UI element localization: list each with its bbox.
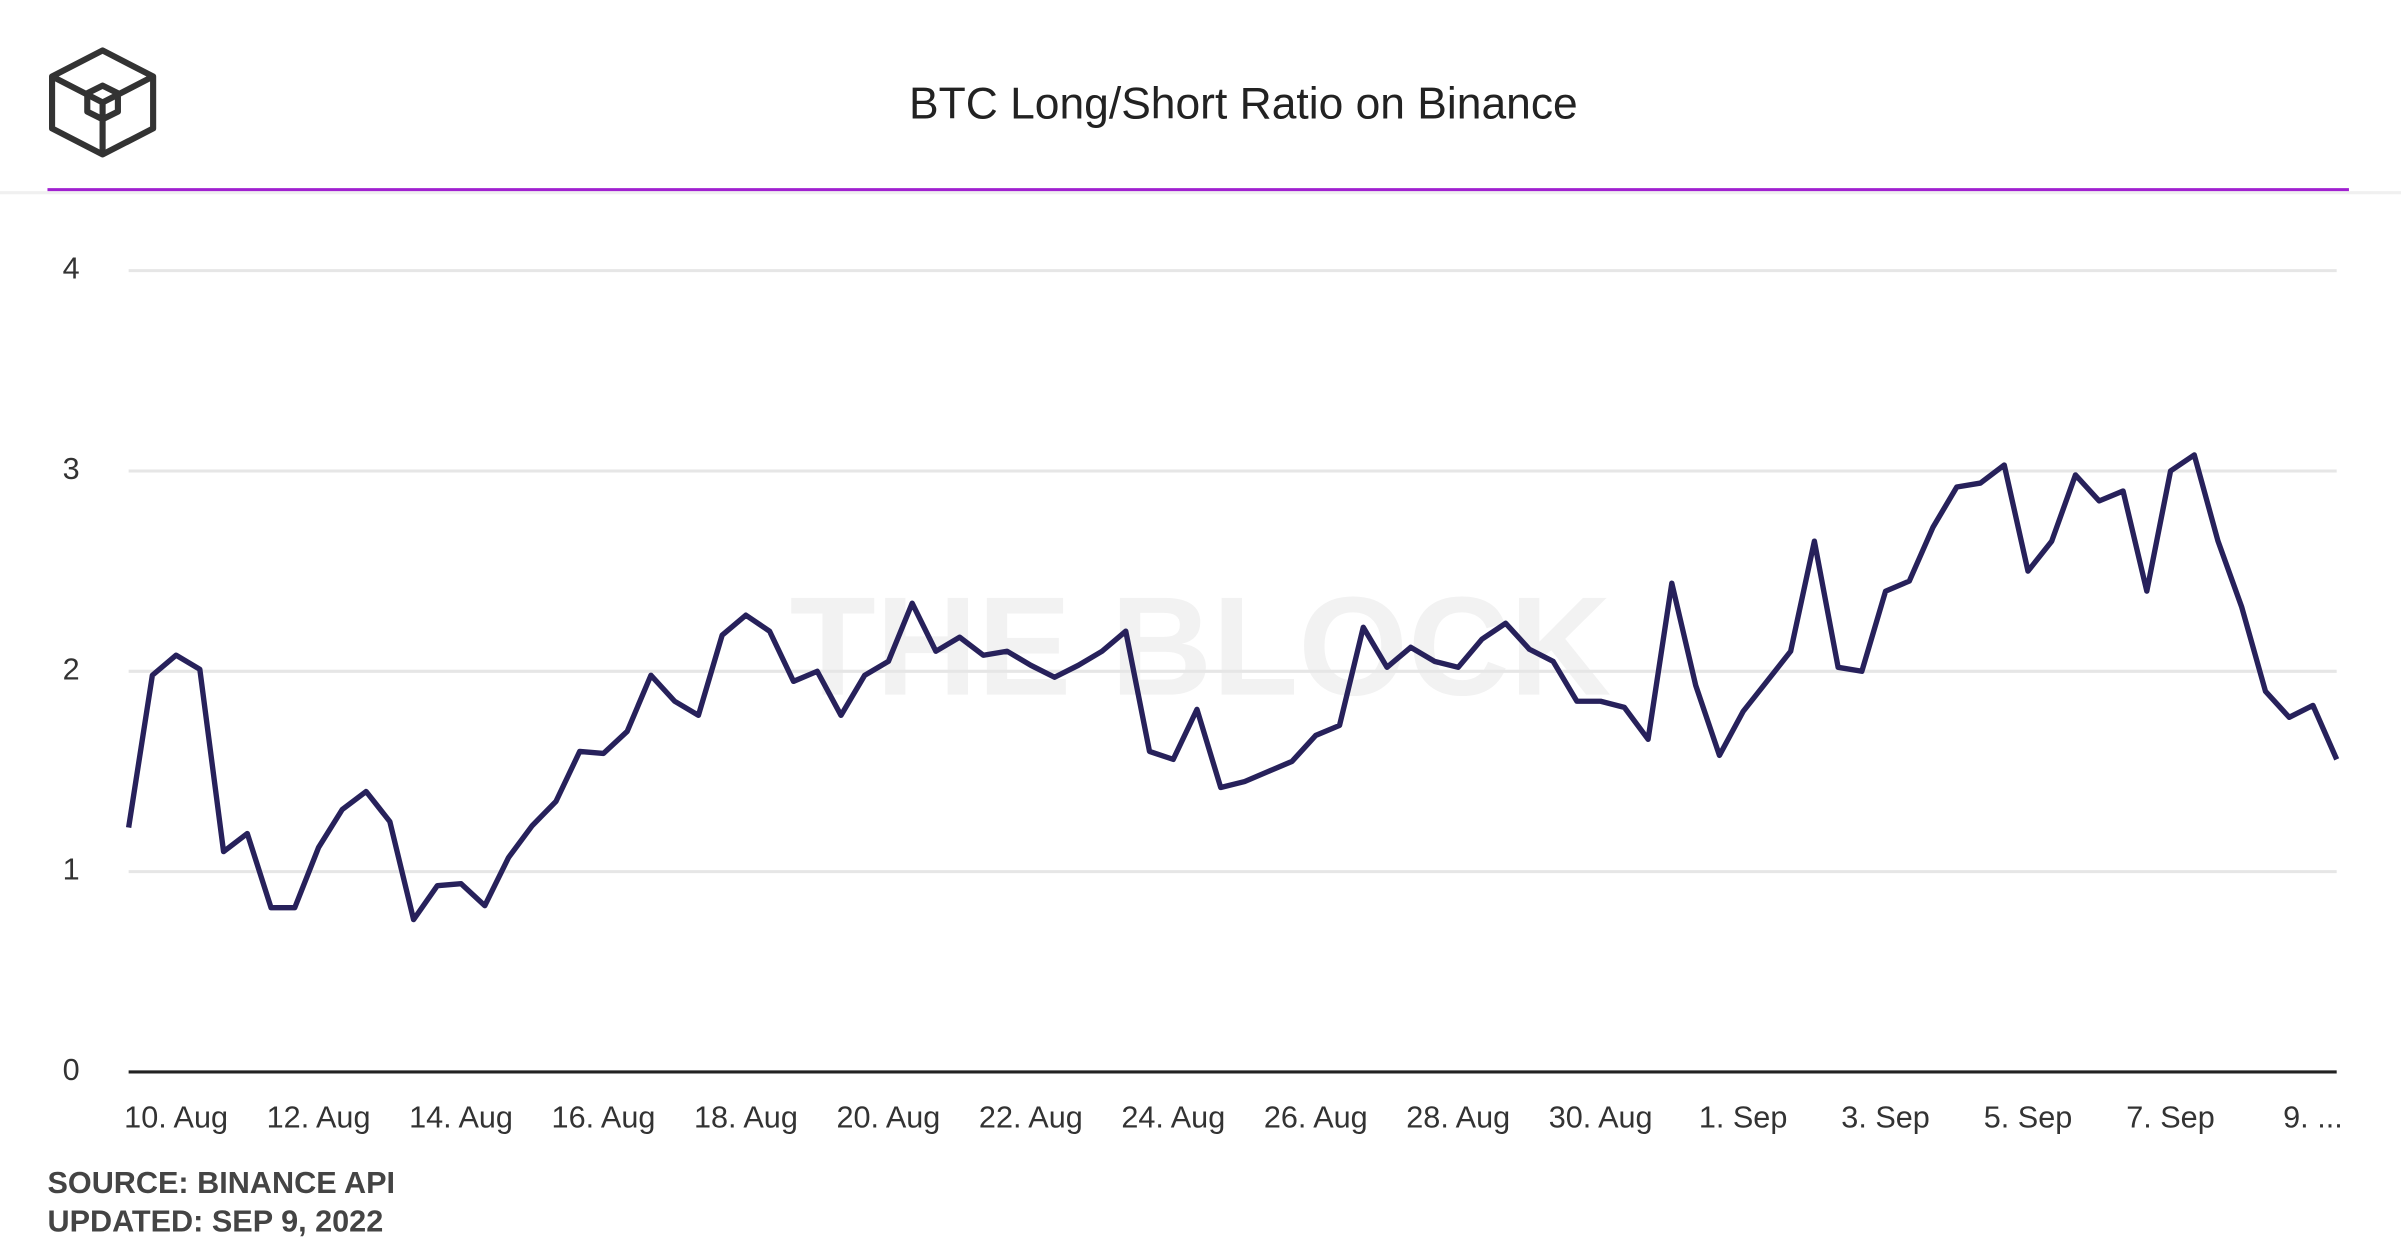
chart-title: BTC Long/Short Ratio on Binance xyxy=(909,80,1578,129)
y-tick-label: 0 xyxy=(63,1053,80,1087)
x-tick-label: 20. Aug xyxy=(836,1100,940,1134)
x-tick-label: 26. Aug xyxy=(1264,1100,1368,1134)
watermark: THE BLOCK xyxy=(790,568,1612,725)
x-tick-label: 22. Aug xyxy=(979,1100,1083,1134)
x-tick-label: 7. Sep xyxy=(2126,1100,2215,1134)
x-tick-label: 10. Aug xyxy=(124,1100,228,1134)
x-tick-label: 16. Aug xyxy=(552,1100,656,1134)
x-tick-label: 24. Aug xyxy=(1121,1100,1225,1134)
x-tick-label: 1. Sep xyxy=(1699,1100,1788,1134)
x-tick-label: 14. Aug xyxy=(409,1100,513,1134)
x-tick-label: 18. Aug xyxy=(694,1100,798,1134)
x-tick-label: 5. Sep xyxy=(1984,1100,2073,1134)
x-tick-label: 3. Sep xyxy=(1841,1100,1930,1134)
x-tick-label: 30. Aug xyxy=(1549,1100,1653,1134)
source-note: SOURCE: BINANCE API xyxy=(47,1166,395,1200)
y-tick-label: 3 xyxy=(63,452,80,486)
y-tick-label: 4 xyxy=(63,252,80,286)
y-tick-label: 2 xyxy=(63,652,80,686)
y-tick-label: 1 xyxy=(63,853,80,887)
x-tick-label: 28. Aug xyxy=(1406,1100,1510,1134)
data-line xyxy=(125,452,2340,923)
x-tick-label: 12. Aug xyxy=(267,1100,371,1134)
logo xyxy=(49,47,157,158)
x-tick-label: 9. ... xyxy=(2283,1100,2343,1134)
updated-note: UPDATED: SEP 9, 2022 xyxy=(47,1204,383,1238)
